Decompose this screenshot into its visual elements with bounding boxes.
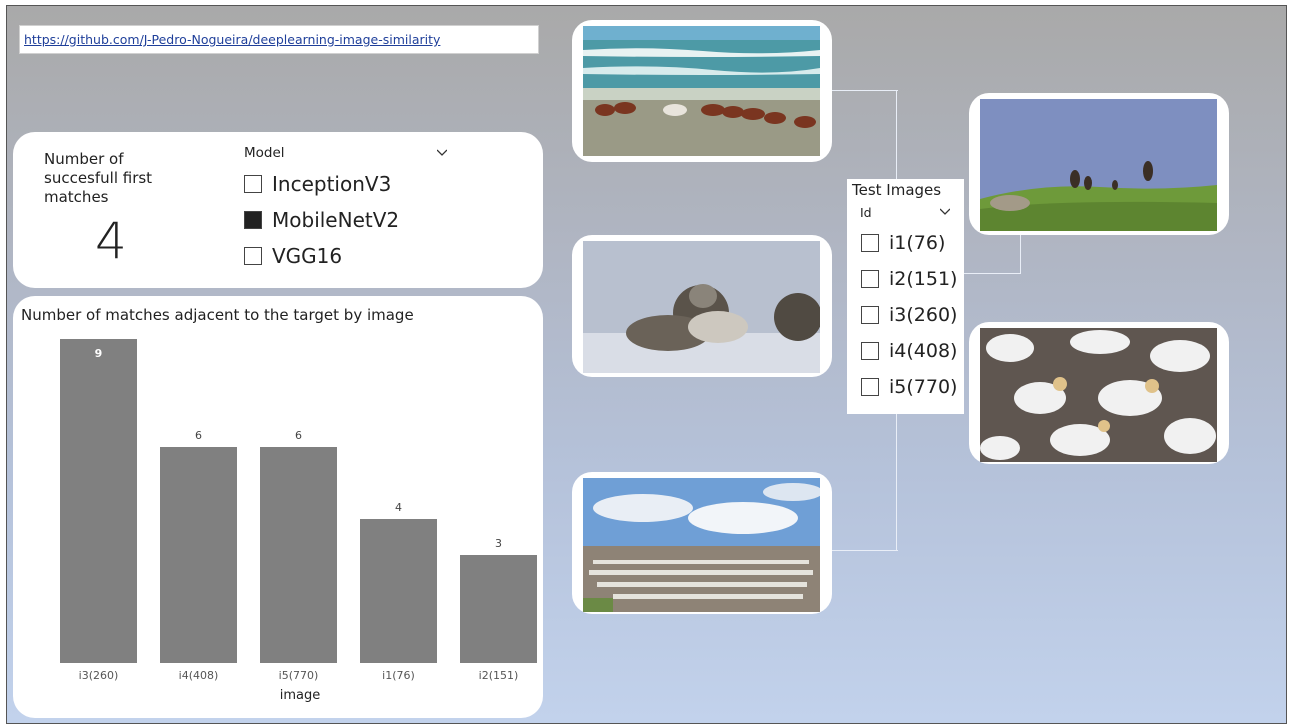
x-tick-label: i2(151) [479, 669, 519, 682]
horses-on-beach-photo [583, 26, 820, 156]
data-label: 6 [295, 429, 302, 442]
gannets-closeup-photo [980, 328, 1217, 462]
bar-i3(260)[interactable] [60, 339, 137, 663]
checkbox[interactable] [861, 306, 879, 324]
option-label: i5(770) [889, 376, 958, 398]
data-label: 3 [495, 537, 502, 550]
bar-chart-card: Number of matches adjacent to the target… [13, 296, 543, 718]
horses-image-card[interactable] [572, 20, 832, 162]
checkbox[interactable] [244, 247, 262, 265]
data-label: 9 [95, 347, 103, 360]
test-option-i4[interactable]: i4(408) [861, 340, 957, 362]
checkbox[interactable] [861, 234, 879, 252]
checkbox[interactable] [861, 378, 879, 396]
x-tick-label: i5(770) [279, 669, 319, 682]
data-label: 4 [395, 501, 402, 514]
test-option-i2[interactable]: i2(151) [861, 268, 957, 290]
checkbox[interactable] [244, 175, 262, 193]
model-option-mobilenetv2[interactable]: MobileNetV2 [244, 208, 399, 232]
kpi-label: Number of succesfull first matches [44, 150, 153, 206]
chevron-down-icon[interactable] [437, 148, 447, 158]
x-tick-label: i3(260) [79, 669, 119, 682]
test-option-i1[interactable]: i1(76) [861, 232, 945, 254]
bar-i2(151)[interactable] [460, 555, 537, 663]
test-images-title: Test Images [852, 181, 942, 199]
connector-line [830, 550, 898, 551]
birds-grass-image-card[interactable] [969, 93, 1229, 235]
option-label: i1(76) [889, 232, 946, 254]
kpi-card: Number of succesfull first matches 4 Mod… [13, 132, 543, 288]
data-label: 6 [195, 429, 202, 442]
model-option-vgg16[interactable]: VGG16 [244, 244, 342, 268]
connector-line [964, 273, 1021, 274]
checkbox[interactable] [861, 270, 879, 288]
checkbox[interactable] [244, 211, 262, 229]
connector-line [896, 414, 897, 551]
chart-title: Number of matches adjacent to the target… [21, 306, 414, 324]
x-axis-title: image [280, 688, 321, 703]
gannet-colony-sky-photo [583, 478, 820, 612]
bar-i1(76)[interactable] [360, 519, 437, 663]
test-images-slicer: Test Images Id i1(76) i2(151) i3(260) i4… [847, 179, 964, 414]
option-label: i4(408) [889, 340, 958, 362]
option-label: InceptionV3 [272, 172, 392, 196]
test-option-i5[interactable]: i5(770) [861, 376, 957, 398]
connector-line [896, 90, 897, 180]
x-tick-label: i4(408) [179, 669, 219, 682]
option-label: VGG16 [272, 244, 343, 268]
birds-on-grass-photo [980, 99, 1217, 231]
kpi-value: 4 [95, 212, 127, 270]
x-tick-label: i1(76) [382, 669, 415, 682]
url-textbox: https://github.com/J-Pedro-Nogueira/deep… [19, 25, 539, 54]
gannets-image-card[interactable] [969, 322, 1229, 464]
connector-line [1020, 235, 1021, 274]
option-label: i2(151) [889, 268, 958, 290]
test-images-field: Id [860, 205, 872, 220]
option-label: MobileNetV2 [272, 208, 400, 232]
option-label: i3(260) [889, 304, 958, 326]
model-option-inceptionv3[interactable]: InceptionV3 [244, 172, 391, 196]
report-canvas: https://github.com/J-Pedro-Nogueira/deep… [6, 5, 1287, 724]
bar-i4(408)[interactable] [160, 447, 237, 663]
seals-image-card[interactable] [572, 235, 832, 377]
bar-i5(770)[interactable] [260, 447, 337, 663]
chevron-down-icon[interactable] [940, 207, 950, 217]
model-slicer-title: Model [244, 145, 285, 161]
checkbox[interactable] [861, 342, 879, 360]
github-link[interactable]: https://github.com/J-Pedro-Nogueira/deep… [24, 32, 441, 47]
bar-chart: 9 i3(260) 6 i4(408) 6 i5(770) 4 i1(76) 3 i2(151) i… [60, 339, 537, 703]
seals-on-sand-photo [583, 241, 820, 373]
connector-line [830, 90, 898, 91]
test-option-i3[interactable]: i3(260) [861, 304, 957, 326]
colony-image-card[interactable] [572, 472, 832, 614]
